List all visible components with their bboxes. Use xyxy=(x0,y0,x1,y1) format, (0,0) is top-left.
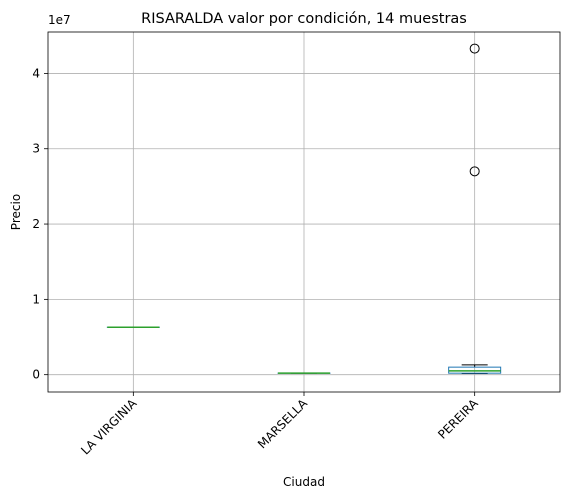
x-tick-label: PEREIRA xyxy=(435,396,481,442)
y-tick-label: 2 xyxy=(32,217,40,231)
y-axis-offset-label: 1e7 xyxy=(48,13,71,27)
x-axis-label: Ciudad xyxy=(283,475,325,489)
x-tick-label: LA VIRGINIA xyxy=(78,396,140,458)
y-axis-label: Precio xyxy=(9,194,23,230)
y-tick-label: 0 xyxy=(32,368,40,382)
y-tick-label: 3 xyxy=(32,142,40,156)
grid-lines xyxy=(48,32,560,392)
y-tick-label: 4 xyxy=(32,66,40,80)
chart-title: RISARALDA valor por condición, 14 muestr… xyxy=(141,11,467,27)
y-tick-label: 1 xyxy=(32,292,40,306)
x-tick-label: MARSELLA xyxy=(255,396,311,452)
axis-ticks: 0 1 2 3 4 LA VIRGINIA MARSELLA PEREIRA xyxy=(32,66,481,457)
